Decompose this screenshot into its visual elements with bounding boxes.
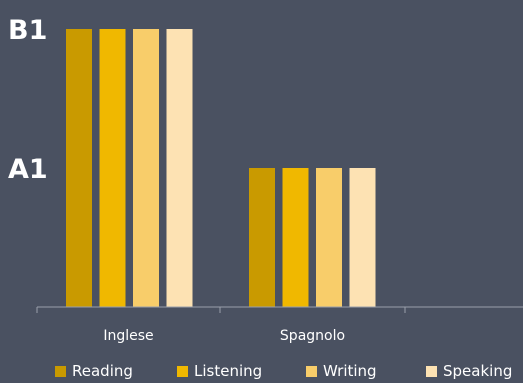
category-labels: Inglese Spagnolo (103, 328, 345, 344)
level-labels: B1 A1 (8, 15, 48, 185)
bar-inglese-writing (133, 29, 159, 307)
level-label-b1: B1 (8, 15, 47, 46)
category-label-spagnolo: Spagnolo (280, 328, 345, 344)
legend-label-listening: Listening (194, 362, 262, 380)
legend-label-reading: Reading (72, 362, 133, 380)
bar-spagnolo-reading (249, 168, 275, 307)
bar-spagnolo-listening (282, 168, 309, 307)
legend-swatch-speaking (426, 366, 437, 377)
legend-swatch-writing (306, 366, 317, 377)
bar-inglese-speaking (166, 29, 193, 307)
legend-label-writing: Writing (323, 362, 377, 380)
bar-spagnolo-writing (316, 168, 342, 307)
legend-swatch-reading (55, 366, 66, 377)
legend-label-speaking: Speaking (443, 362, 512, 380)
bar-spagnolo-speaking (349, 168, 376, 307)
bar-inglese-reading (66, 29, 92, 307)
legend-swatch-listening (177, 366, 188, 377)
level-label-a1: A1 (8, 154, 48, 185)
bar-group (66, 29, 376, 307)
legend: Reading Listening Writing Speaking (55, 362, 512, 380)
category-label-inglese: Inglese (103, 328, 153, 344)
bar-inglese-listening (99, 29, 126, 307)
x-axis (36, 306, 523, 313)
